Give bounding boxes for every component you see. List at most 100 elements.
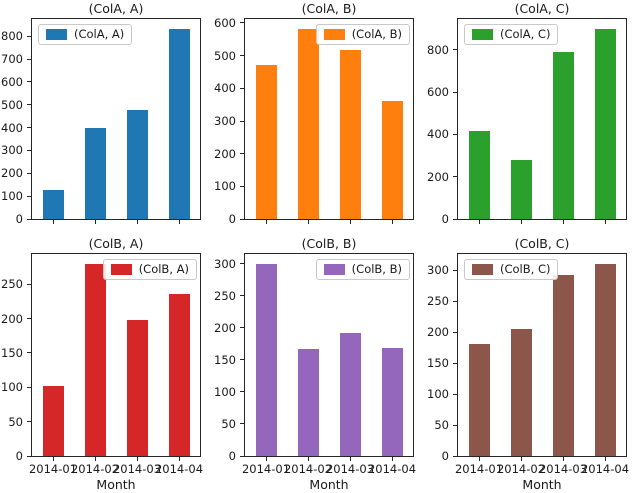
y-tick-mark <box>27 283 31 285</box>
x-tick-mark <box>391 457 393 461</box>
bar <box>84 128 106 219</box>
bar <box>594 263 616 456</box>
x-axis-label: Month <box>522 477 562 492</box>
x-tick-mark <box>391 220 393 224</box>
y-tick-label: 150 <box>214 352 236 367</box>
x-tick-mark <box>520 220 522 224</box>
x-tick-label: 2014-01 <box>241 462 291 476</box>
y-tick-label: 0 <box>441 212 449 226</box>
y-tick-label: 150 <box>427 356 449 371</box>
y-tick-mark <box>27 35 31 37</box>
y-tick-mark <box>27 195 31 197</box>
y-tick-label: 500 <box>1 97 23 112</box>
y-tick-label: 200 <box>1 311 23 326</box>
y-tick-label: 150 <box>1 345 23 360</box>
y-tick-mark <box>240 455 244 457</box>
y-tick-mark <box>27 149 31 151</box>
x-tick-mark <box>520 457 522 461</box>
x-tick-mark <box>136 457 138 461</box>
legend-label: (ColB, C) <box>500 262 551 276</box>
y-tick-mark <box>240 327 244 329</box>
x-tick-label: 2014-02 <box>283 462 333 476</box>
x-tick-mark <box>136 220 138 224</box>
y-tick-label: 800 <box>427 42 449 57</box>
y-tick-mark <box>240 55 244 57</box>
x-tick-mark <box>52 457 54 461</box>
y-tick-mark <box>27 421 31 423</box>
x-tick-mark <box>604 457 606 461</box>
legend-swatch <box>323 264 345 275</box>
y-tick-label: 0 <box>15 212 23 226</box>
legend-swatch <box>472 29 493 40</box>
x-tick-mark <box>349 220 351 224</box>
legend: (ColA, B) <box>315 24 410 45</box>
y-tick-label: 200 <box>1 166 23 181</box>
legend-swatch <box>472 264 493 275</box>
y-tick-label: 50 <box>8 414 23 429</box>
y-tick-mark <box>453 176 457 178</box>
y-tick-mark <box>453 393 457 395</box>
legend-label: (ColA, C) <box>500 27 551 41</box>
x-tick-mark <box>478 457 480 461</box>
bar <box>510 159 532 219</box>
y-tick-label: 300 <box>214 256 236 271</box>
y-tick-mark <box>240 359 244 361</box>
y-tick-mark <box>240 263 244 265</box>
axes: 0 200 400 600 800 (ColA, C) <box>427 18 627 226</box>
bar <box>339 332 361 456</box>
y-tick-label: 100 <box>427 387 449 401</box>
bar <box>468 130 490 219</box>
x-tick-mark <box>307 220 309 224</box>
bar <box>552 275 574 456</box>
x-tick-mark <box>478 220 480 224</box>
subplot-title: (ColA, B) <box>301 1 357 16</box>
legend: (ColA, A) <box>38 24 133 45</box>
y-tick-mark <box>27 127 31 129</box>
y-tick-label: 600 <box>1 74 23 89</box>
y-tick-mark <box>27 81 31 83</box>
x-axis-label: Month <box>96 477 136 492</box>
x-tick-mark <box>94 457 96 461</box>
y-tick-label: 200 <box>214 146 236 161</box>
legend-swatch <box>110 264 132 275</box>
y-tick-mark <box>453 300 457 302</box>
x-tick-mark <box>52 220 54 224</box>
subplot-title: (ColB, B) <box>301 236 357 251</box>
legend-swatch <box>46 29 67 40</box>
y-tick-label: 300 <box>214 114 236 128</box>
y-tick-mark <box>240 87 244 89</box>
y-tick-label: 0 <box>15 449 23 463</box>
axes: 0 100 200 300 400 500 600 (ColA, B) <box>214 16 414 226</box>
x-tick-label: 2014-01 <box>454 462 504 476</box>
bar <box>168 28 190 219</box>
legend: (ColB, A) <box>102 259 197 280</box>
y-tick-mark <box>240 218 244 220</box>
x-tick-mark <box>604 220 606 224</box>
bar <box>552 51 574 219</box>
bar <box>381 101 403 219</box>
y-tick-mark <box>240 153 244 155</box>
x-tick-label: 2014-03 <box>325 462 375 476</box>
y-tick-label: 400 <box>1 120 23 135</box>
subplot-title: (ColA, A) <box>88 1 144 16</box>
x-tick-mark <box>562 220 564 224</box>
y-tick-mark <box>453 91 457 93</box>
x-tick-mark <box>94 220 96 224</box>
bar <box>468 343 490 456</box>
y-tick-label: 500 <box>214 48 236 63</box>
y-tick-label: 400 <box>214 81 236 96</box>
y-tick-label: 250 <box>427 294 449 309</box>
y-tick-mark <box>453 269 457 271</box>
y-tick-label: 300 <box>1 143 23 158</box>
x-tick-mark <box>349 457 351 461</box>
y-tick-label: 400 <box>427 127 449 142</box>
bar <box>84 263 106 456</box>
legend-label: (ColA, B) <box>351 27 402 41</box>
bar <box>126 320 148 456</box>
axes: 0 100 200 300 400 500 600 700 800 (ColA, A) <box>1 18 201 226</box>
legend-label: (ColB, B) <box>351 262 402 276</box>
bar <box>255 263 277 456</box>
x-tick-mark <box>178 457 180 461</box>
y-tick-mark <box>453 362 457 364</box>
bar <box>255 65 277 219</box>
